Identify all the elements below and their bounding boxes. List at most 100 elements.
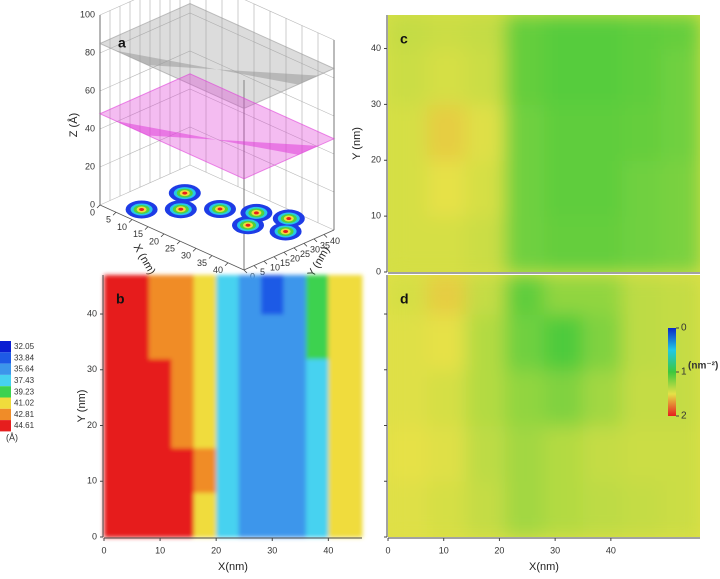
colorbar-swatch <box>0 363 11 375</box>
cell <box>583 425 623 482</box>
cell <box>148 275 172 315</box>
colorbar-label: 41.02 <box>14 399 35 408</box>
x-tick <box>224 262 229 267</box>
cell <box>104 358 127 404</box>
y-tick-label: 20 <box>371 155 381 165</box>
cell <box>193 275 217 315</box>
cell <box>148 492 172 538</box>
box-edge <box>243 229 335 271</box>
cell <box>466 425 506 482</box>
cell <box>466 104 506 161</box>
surface-ridge <box>116 50 318 85</box>
cell <box>622 275 662 315</box>
density-blob <box>139 207 145 211</box>
cell <box>350 492 363 538</box>
colorbar-swatch <box>0 352 11 364</box>
cell <box>171 314 195 360</box>
cell <box>193 492 217 538</box>
heatmap <box>388 275 700 537</box>
cell <box>261 275 284 315</box>
cell <box>661 314 700 371</box>
cell <box>104 492 127 538</box>
cell <box>583 160 623 217</box>
panel-label: b <box>116 291 125 307</box>
cell <box>261 358 284 404</box>
x-tick-label: 40 <box>213 265 223 275</box>
cell <box>505 369 545 427</box>
cell <box>350 314 363 360</box>
cell <box>388 48 428 105</box>
cell <box>283 403 307 449</box>
x-tick-label: 15 <box>133 229 143 239</box>
cell <box>661 481 700 537</box>
cell <box>126 314 150 360</box>
cell <box>505 104 545 161</box>
y-tick <box>253 265 258 269</box>
cell <box>126 403 150 449</box>
cell <box>622 160 662 217</box>
cell <box>216 492 240 538</box>
cell <box>104 447 127 493</box>
cell <box>216 358 240 404</box>
y-tick <box>313 238 318 243</box>
cell <box>583 369 623 427</box>
cell <box>216 275 240 315</box>
cell <box>427 104 467 161</box>
cell <box>427 275 467 315</box>
cell <box>622 425 662 482</box>
panel-label: d <box>400 291 409 307</box>
x-tick-label: 20 <box>494 545 504 555</box>
cell <box>466 160 506 217</box>
cell <box>505 314 545 371</box>
cell <box>388 15 428 50</box>
cell <box>350 447 363 493</box>
colorbar-label: 39.23 <box>14 387 35 396</box>
cell <box>193 447 217 493</box>
colorbar-label: 33.84 <box>14 353 35 362</box>
x-axis-label: X (nm) <box>131 242 158 277</box>
cell <box>427 369 467 427</box>
cell <box>661 216 700 272</box>
x-tick-label: 0 <box>90 207 95 217</box>
x-tick <box>192 248 197 252</box>
y-tick-label: 0 <box>92 531 97 541</box>
x-tick-label: 5 <box>106 215 111 225</box>
cell <box>505 216 545 272</box>
cell <box>305 314 329 360</box>
cell <box>328 358 352 404</box>
colorbar-swatch <box>0 374 11 387</box>
density-blob <box>286 217 292 221</box>
y-axis-label: Y (nm) <box>351 127 363 160</box>
cell <box>466 15 506 50</box>
colorbar-label: 35.64 <box>14 365 35 374</box>
y-tick-label: 40 <box>330 236 340 246</box>
cell <box>505 275 545 315</box>
cell <box>238 358 262 404</box>
cell <box>622 481 662 537</box>
cell <box>544 369 584 427</box>
density-blob <box>182 191 188 195</box>
cell <box>427 48 467 105</box>
cell <box>544 48 584 105</box>
x-tick-label: 35 <box>197 258 207 268</box>
heatmap <box>388 15 700 272</box>
panel-label: a <box>118 35 126 51</box>
y-tick <box>243 269 248 274</box>
x-tick-label: 40 <box>323 545 333 555</box>
z-tick-label: 100 <box>80 9 95 19</box>
cell <box>661 15 700 50</box>
cell <box>388 160 428 217</box>
cell <box>148 403 172 449</box>
cell <box>544 104 584 161</box>
y-tick <box>323 234 328 238</box>
cell <box>126 358 150 404</box>
colorbar-swatch <box>0 420 11 432</box>
cell <box>148 314 172 360</box>
cell <box>283 492 307 538</box>
cell <box>427 15 467 50</box>
cell <box>544 15 584 50</box>
contour-map <box>104 275 363 538</box>
cell <box>328 403 352 449</box>
cell <box>388 369 428 427</box>
